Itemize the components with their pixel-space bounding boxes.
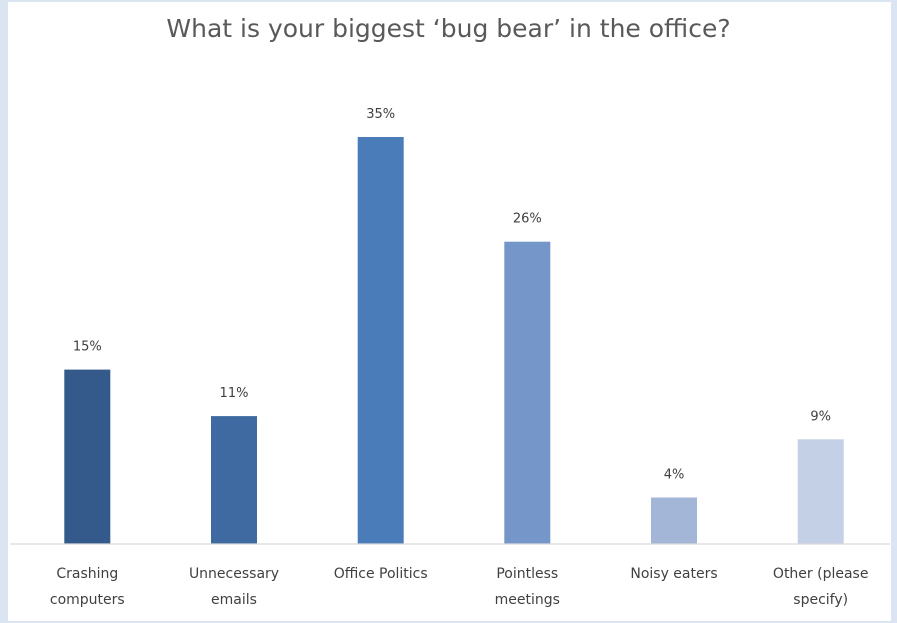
data-label-0: 15% <box>73 340 102 355</box>
bar-1 <box>211 416 257 544</box>
category-label-1-0: Unnecessary <box>189 566 279 582</box>
bars-group <box>64 137 844 544</box>
bar-0 <box>64 369 111 544</box>
category-label-0-1: computers <box>50 592 125 608</box>
category-label-4-0: Noisy eaters <box>630 566 717 582</box>
bar-4 <box>651 497 697 544</box>
data-label-4: 4% <box>664 468 685 483</box>
labels-group: 15% Crashing computers 11% Unnecessary emails… <box>50 107 869 608</box>
data-label-1: 11% <box>220 386 249 401</box>
category-label-5-1: specify) <box>793 592 848 608</box>
data-label-2: 35% <box>366 107 395 122</box>
bar-3 <box>504 241 551 544</box>
bar-5 <box>797 439 844 544</box>
category-label-3-0: Pointless <box>496 566 558 582</box>
category-label-3-1: meetings <box>495 592 560 608</box>
category-label-5-0: Other (please <box>773 566 869 582</box>
bar-2 <box>357 137 404 544</box>
category-label-2-0: Office Politics <box>334 566 428 582</box>
category-label-0-0: Crashing <box>56 566 118 582</box>
category-label-1-1: emails <box>211 592 257 608</box>
data-label-3: 26% <box>513 212 542 227</box>
chart-title: What is your biggest ‘bug bear’ in the o… <box>166 14 731 43</box>
data-label-5: 9% <box>810 409 831 424</box>
